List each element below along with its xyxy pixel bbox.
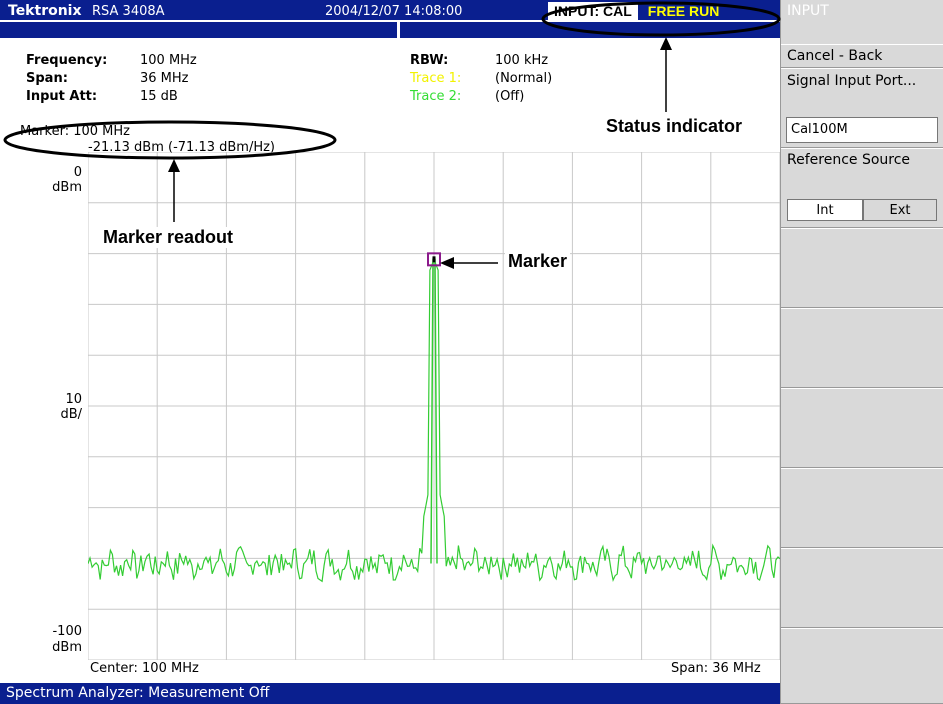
status-arrow-head: [660, 37, 672, 50]
marker-readout-callout: Marker readout: [100, 227, 237, 248]
marker-arrow-head: [440, 257, 454, 269]
cancel-back-label: Cancel - Back: [787, 48, 883, 64]
status-indicator-callout: Status indicator: [603, 116, 746, 137]
span-value: 36 MHz: [140, 71, 189, 86]
brand-logo: Tektronix: [8, 3, 82, 19]
softkey-blank-4[interactable]: [781, 468, 943, 548]
input-att-value: 15 dB: [140, 89, 178, 104]
title-divider: [400, 20, 780, 22]
center-label: Center: 100 MHz: [90, 661, 199, 676]
title-separator: [397, 20, 400, 38]
int-option[interactable]: Int: [787, 199, 863, 221]
trace2-label: Trace 2:: [410, 89, 462, 104]
scale-unit: dB/: [60, 407, 82, 422]
cancel-back-button[interactable]: Cancel - Back: [781, 44, 943, 68]
reference-source-label: Reference Source: [787, 152, 911, 168]
frequency-label: Frequency:: [26, 53, 108, 68]
softkey-blank-3[interactable]: [781, 388, 943, 468]
ref-level: 0: [73, 165, 82, 180]
bottom-level: -100: [52, 624, 82, 639]
signal-input-port-button[interactable]: Signal Input Port... Cal100M: [781, 68, 943, 148]
title-bar: Tektronix RSA 3408A 2004/12/07 14:08:00 …: [0, 0, 780, 38]
title-divider: [0, 20, 397, 22]
rbw-value: 100 kHz: [495, 53, 549, 68]
status-indicator: INPUT: CAL FREE RUN: [548, 1, 778, 21]
frequency-value: 100 MHz: [140, 53, 197, 68]
trace2-value: (Off): [495, 89, 525, 104]
marker-readout-oval: [3, 120, 337, 160]
marker-dot: [432, 256, 436, 263]
softkey-blank-2[interactable]: [781, 308, 943, 388]
scale-value: 10: [65, 392, 82, 407]
span-label: Span:: [26, 71, 68, 86]
trace1-label: Trace 1:: [410, 71, 462, 86]
signal-input-port-label: Signal Input Port...: [787, 73, 917, 89]
softkey-menu-title: INPUT: [787, 3, 829, 19]
input-status-badge: INPUT: CAL: [548, 1, 638, 21]
reference-source-button[interactable]: Reference Source: [781, 148, 943, 228]
spectrum-plot[interactable]: [88, 152, 780, 660]
trace1-value: (Normal): [495, 71, 553, 86]
ref-unit: dBm: [52, 180, 82, 195]
datetime-display: 2004/12/07 14:08:00: [325, 4, 463, 19]
softkey-blank-5[interactable]: [781, 548, 943, 628]
status-oval: [541, 1, 781, 37]
run-status-badge: FREE RUN: [647, 3, 720, 19]
header-spacer: [0, 38, 780, 50]
readout-arrow-head: [168, 159, 180, 172]
instrument-model: RSA 3408A: [92, 4, 165, 19]
marker-callout: Marker: [505, 251, 571, 272]
spectrum-svg: [88, 152, 780, 660]
rbw-label: RBW:: [410, 53, 449, 68]
marker-readout-line2: -21.13 dBm (-71.13 dBm/Hz): [88, 140, 276, 155]
softkey-blank-1[interactable]: [781, 228, 943, 308]
ext-option[interactable]: Ext: [863, 199, 937, 221]
input-att-label: Input Att:: [26, 89, 98, 104]
signal-input-port-field[interactable]: Cal100M: [786, 117, 938, 143]
softkey-panel: INPUT Cancel - Back Signal Input Port...…: [780, 0, 943, 704]
marker-box[interactable]: [427, 252, 441, 267]
measurement-status-bar: Spectrum Analyzer: Measurement Off: [0, 683, 780, 704]
span-footer-label: Span: 36 MHz: [671, 661, 761, 676]
bottom-unit: dBm: [52, 640, 82, 655]
